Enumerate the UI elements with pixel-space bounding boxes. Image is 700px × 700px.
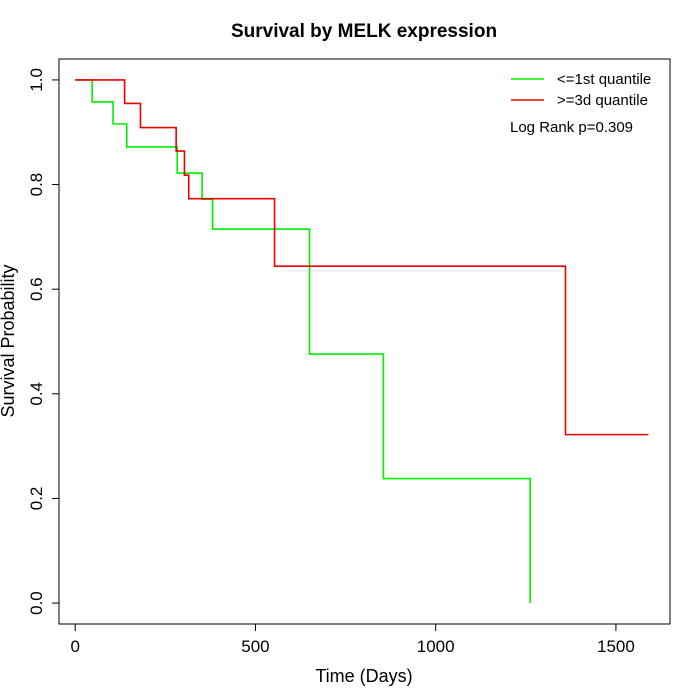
x-axis: 0 500 1000 1500 (70, 623, 635, 656)
x-tick-label: 1000 (417, 637, 455, 656)
chart-title: Survival by MELK expression (231, 21, 497, 42)
x-axis-label: Time (Days) (315, 666, 412, 686)
x-tick-label: 500 (241, 637, 269, 656)
y-tick-label: 0.2 (27, 487, 46, 511)
y-tick-label: 0.4 (27, 382, 46, 406)
y-axis-label: Survival Probability (0, 264, 18, 417)
legend-label: >=3d quantile (557, 92, 648, 109)
log-rank-annotation: Log Rank p=0.309 (510, 119, 633, 136)
legend-label: <=1st quantile (557, 71, 651, 88)
y-tick-label: 0.0 (27, 591, 46, 615)
survival-curve-series-1 (75, 79, 531, 604)
y-tick-label: 0.8 (27, 173, 46, 197)
y-tick-label: 1.0 (27, 68, 46, 92)
x-tick-label: 0 (70, 637, 79, 656)
series-layer (75, 79, 649, 604)
y-tick-label: 0.6 (27, 277, 46, 301)
survival-curve-series-2 (75, 79, 649, 436)
x-tick-label: 1500 (597, 637, 635, 656)
y-axis: 0.0 0.2 0.4 0.6 0.8 1.0 (27, 68, 60, 615)
legend: <=1st quantile >=3d quantile (511, 71, 651, 109)
